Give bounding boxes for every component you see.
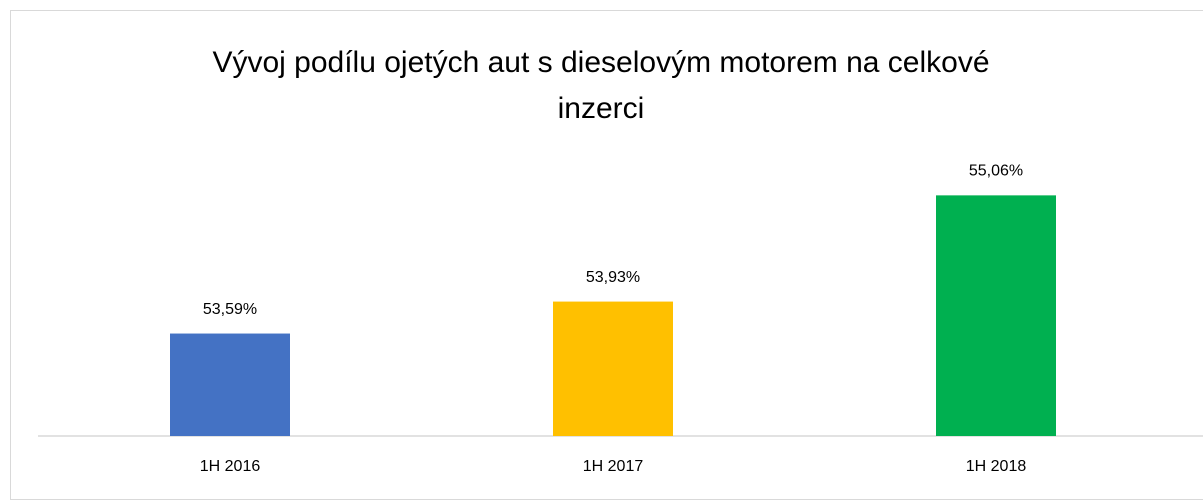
data-label: 55,06% — [969, 163, 1023, 180]
x-tick-label: 1H 2017 — [583, 458, 644, 475]
data-label: 53,59% — [203, 301, 257, 318]
chart-title: Vývoj podílu ojetých aut s dieselovým mo… — [212, 46, 990, 125]
x-tick-label: 1H 2016 — [200, 458, 261, 475]
bar — [936, 195, 1056, 436]
x-tick-label: 1H 2018 — [966, 458, 1027, 475]
bar — [170, 333, 290, 436]
bar — [553, 301, 673, 436]
data-label: 53,93% — [586, 269, 640, 286]
